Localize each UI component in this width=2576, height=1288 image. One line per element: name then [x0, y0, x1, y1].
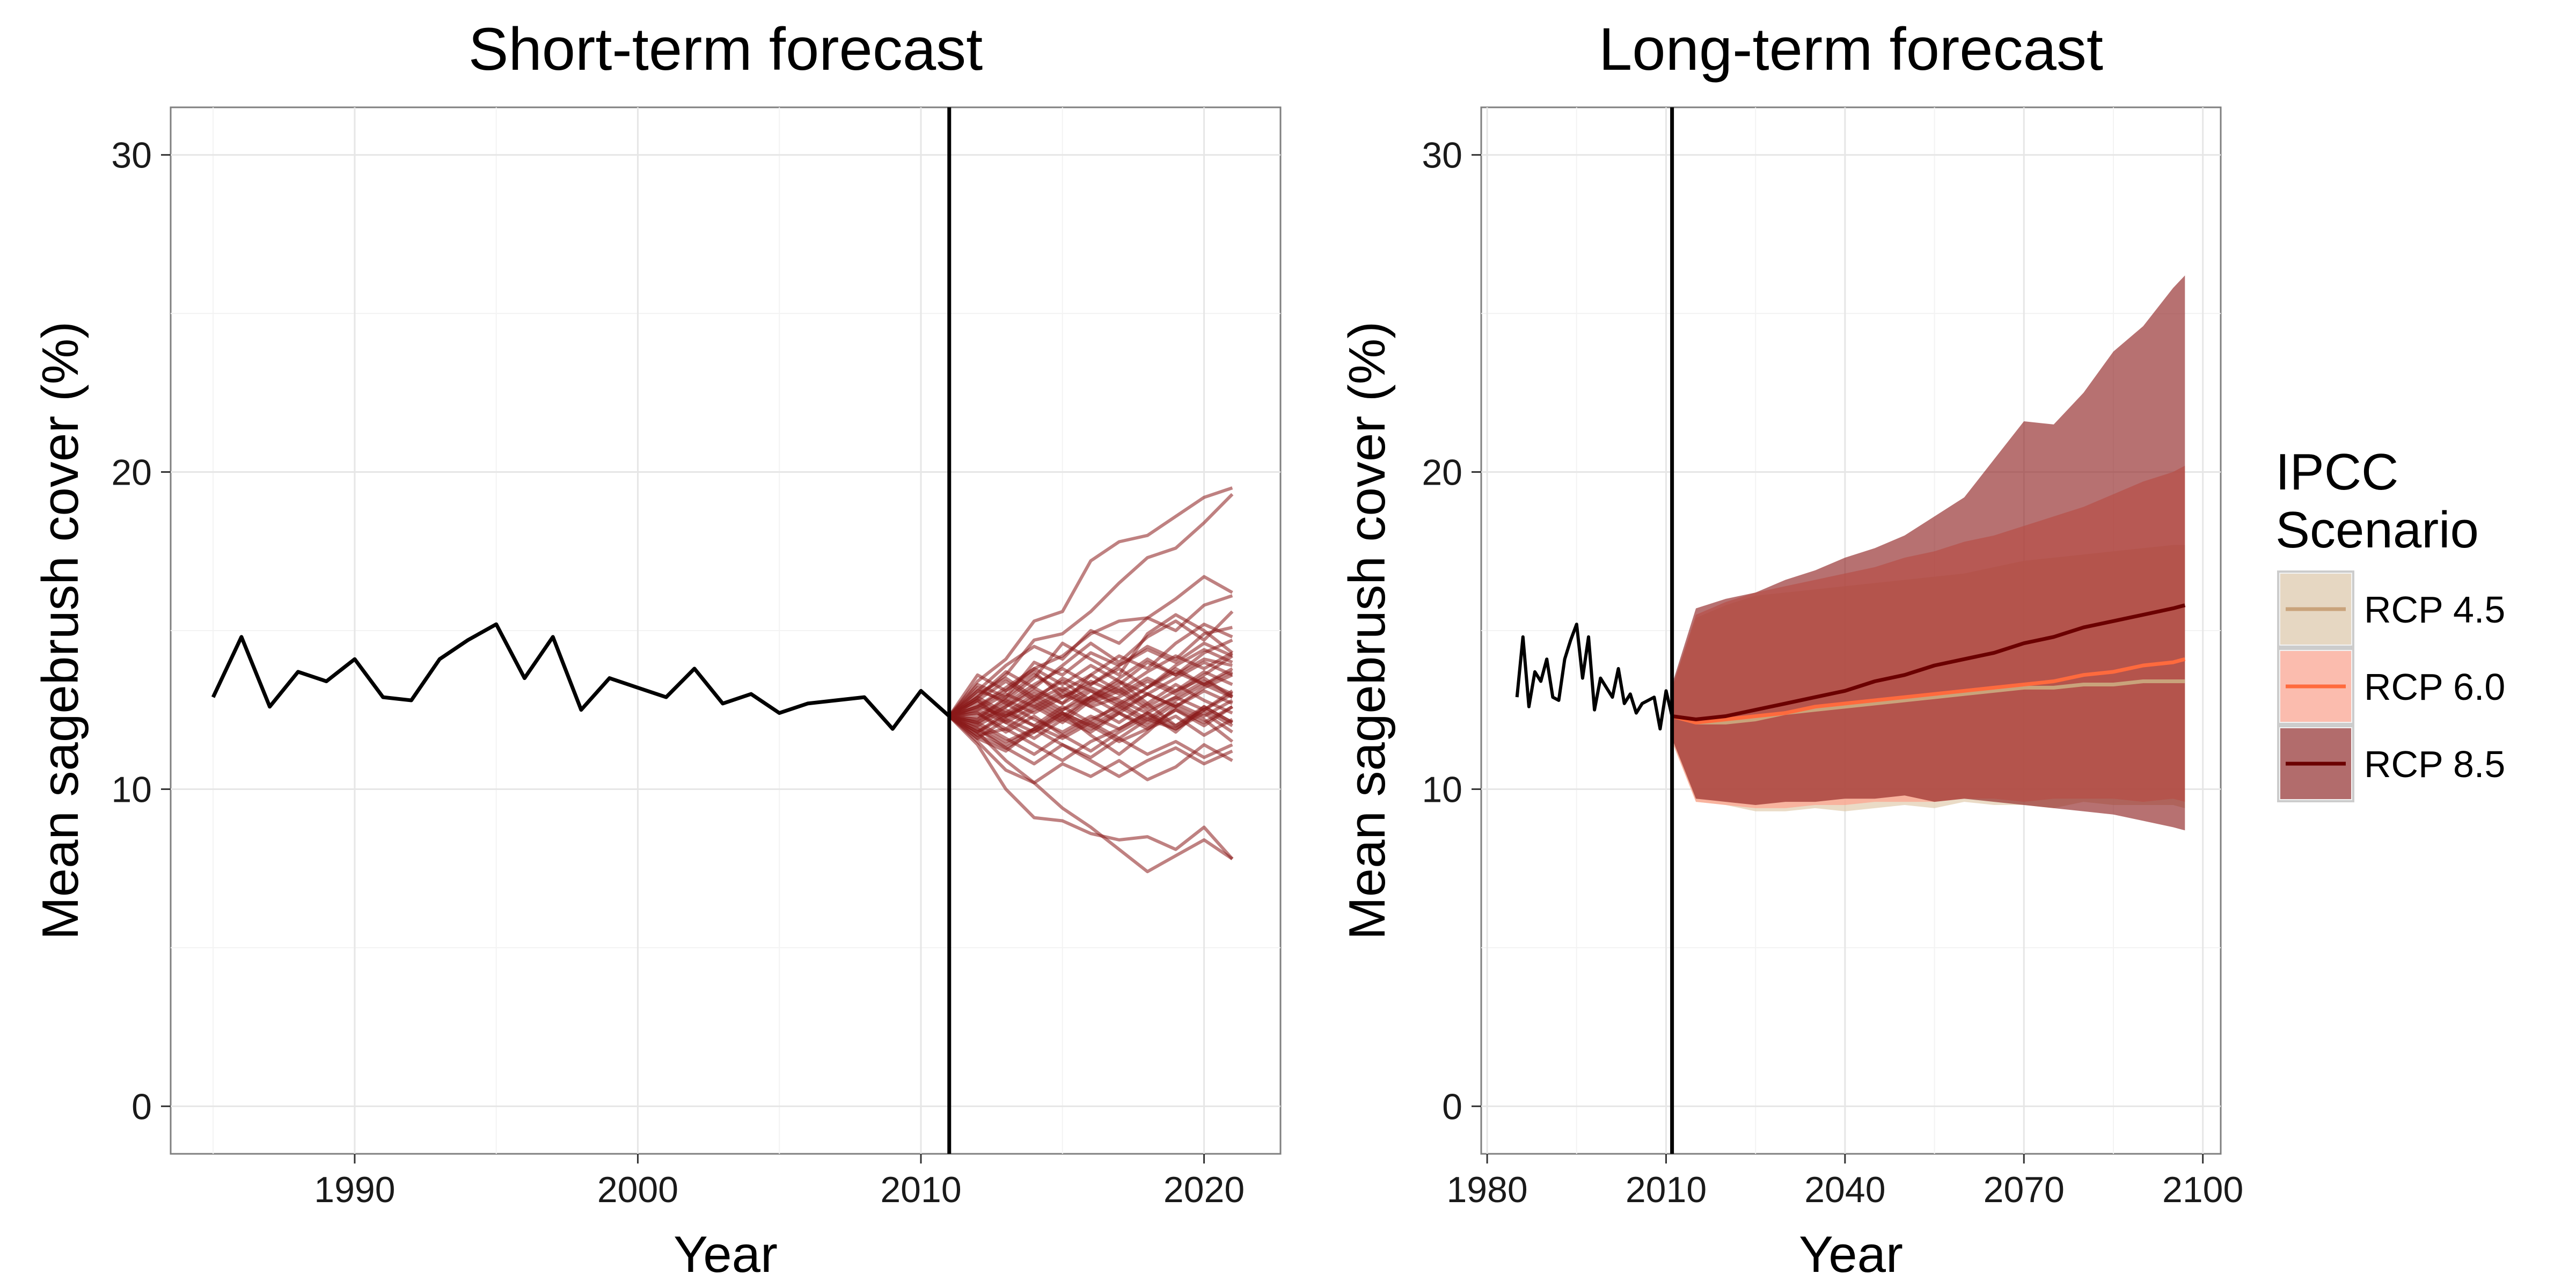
short-term-x-axis-title: Year: [674, 1226, 778, 1283]
x-tick-label: 2000: [597, 1169, 678, 1210]
legend-items: RCP 4.5 RCP 6.0 RCP 8.5: [2277, 570, 2505, 802]
forecast-run-line: [948, 594, 1233, 718]
y-tick-label: 30: [111, 135, 152, 176]
y-tick-label: 0: [1442, 1086, 1462, 1127]
y-tick-label: 0: [131, 1086, 152, 1127]
legend-label: RCP 4.5: [2364, 589, 2505, 631]
x-tick-label: 2010: [880, 1169, 961, 1210]
short-term-panel: 1990 2000 2010 2020 0 10 20 30 Short-term fore…: [32, 16, 1282, 1283]
forecast-run-line: [948, 715, 1234, 860]
forecast-run-line: [949, 701, 1233, 734]
long-term-x-axis: 1980 2010 2040 2070 2100: [1446, 1154, 2243, 1210]
long-term-y-axis: 0 10 20 30: [1422, 135, 1481, 1127]
scenario-mean-rcp-4-5: [1671, 679, 2185, 724]
forecast-run-line: [948, 715, 1233, 785]
scenario-mean-rcp-8-5: [1672, 603, 2186, 721]
x-tick-label: 2100: [2162, 1169, 2243, 1210]
forecast-run-line: [948, 705, 1233, 750]
long-term-panel: 1980 2010 2040 2070 2100 0 10 20 30 Long-term f…: [1338, 16, 2243, 1283]
short-term-y-axis-title: Mean sagebrush cover (%): [32, 321, 89, 940]
y-tick-label: 10: [1422, 769, 1462, 810]
forecast-run-line: [948, 689, 1233, 728]
forecast-run-line: [948, 641, 1233, 718]
legend-item: RCP 8.5: [2277, 725, 2505, 802]
legend: IPCC Scenario RCP 4.5 RCP 6.0 RCP 8.5: [2275, 443, 2505, 802]
forecast-run-line: [948, 714, 1233, 778]
short-term-observed-line: [211, 622, 951, 731]
long-term-y-axis-title: Mean sagebrush cover (%): [1338, 321, 1396, 940]
forecast-run-line: [948, 714, 1233, 874]
forecast-run-line: [949, 651, 1233, 724]
y-tick-label: 30: [1422, 135, 1462, 176]
legend-title: IPCC Scenario: [2275, 443, 2479, 559]
short-term-x-axis: 1990 2000 2010 2020: [314, 1154, 1245, 1210]
scenario-band-rcp-8-5: [1672, 275, 2185, 831]
short-term-forecast-runs: [948, 486, 1234, 874]
forecast-run-line: [948, 705, 1234, 756]
x-tick-label: 2070: [1984, 1169, 2065, 1210]
x-tick-label: 2020: [1163, 1169, 1245, 1210]
y-tick-label: 20: [111, 452, 152, 493]
short-term-y-axis: 0 10 20 30: [111, 135, 171, 1127]
x-tick-label: 1980: [1446, 1169, 1527, 1210]
y-tick-label: 20: [1422, 452, 1462, 493]
forecast-run-line: [948, 486, 1233, 718]
forecast-run-line: [948, 638, 1233, 740]
long-term-scenario-bands: [1672, 275, 2185, 831]
x-tick-label: 1990: [314, 1169, 395, 1210]
legend-label: RCP 8.5: [2364, 743, 2505, 785]
long-term-observed-line: [1515, 623, 1674, 731]
long-term-title: Long-term forecast: [1599, 16, 2103, 83]
legend-item: RCP 6.0: [2277, 648, 2505, 725]
y-tick-label: 10: [111, 769, 152, 810]
long-term-scenario-means: [1671, 603, 2186, 724]
x-tick-label: 2040: [1804, 1169, 1885, 1210]
forecast-run-line: [948, 714, 1233, 759]
forecast-run-line: [948, 661, 1233, 718]
forecast-run-line: [948, 610, 1234, 718]
x-tick-label: 2010: [1626, 1169, 1707, 1210]
forecast-run-line: [949, 708, 1233, 756]
long-term-x-axis-title: Year: [1799, 1226, 1903, 1283]
forecast-run-line: [949, 670, 1233, 718]
forecast-run-line: [949, 683, 1233, 731]
scenario-mean-rcp-6-0: [1671, 657, 2186, 724]
short-term-title: Short-term forecast: [469, 16, 983, 83]
forecast-run-line: [948, 679, 1233, 718]
legend-item: RCP 4.5: [2277, 570, 2505, 648]
legend-label: RCP 6.0: [2364, 666, 2505, 708]
